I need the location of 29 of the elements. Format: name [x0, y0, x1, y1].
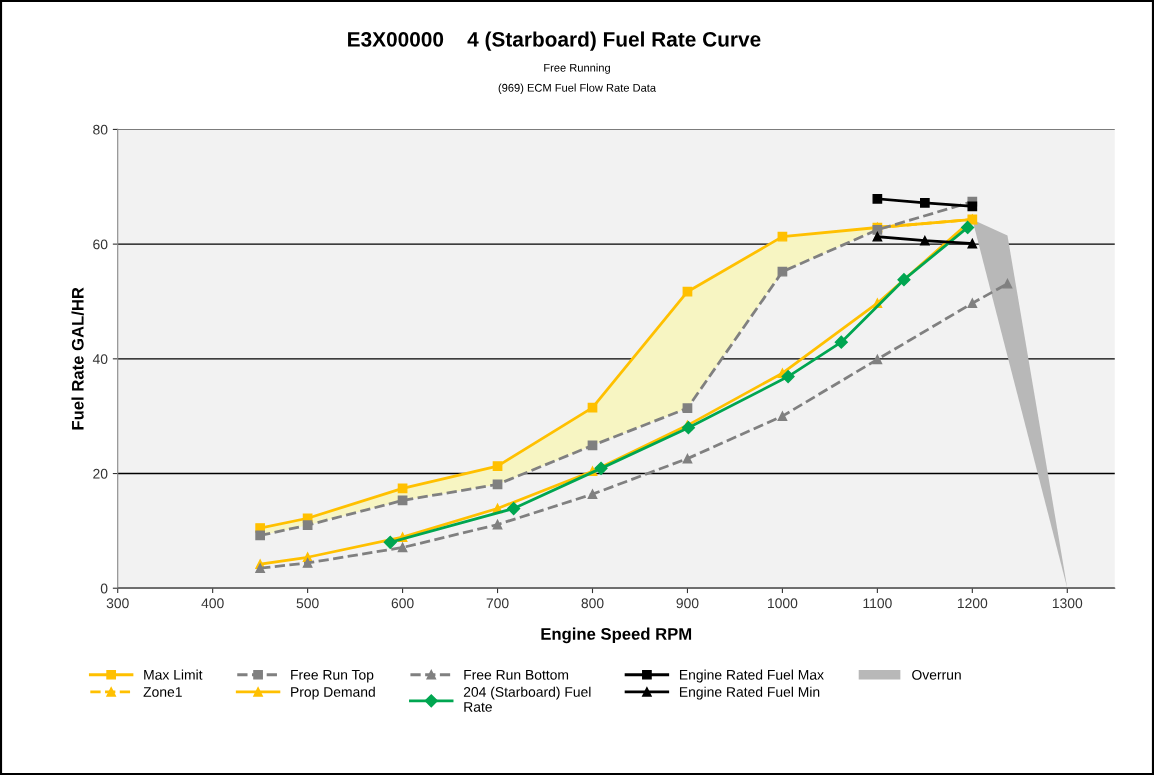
- x-axis-title: Engine Speed RPM: [541, 627, 692, 644]
- legend-label: Overrun: [912, 669, 961, 680]
- legend-label: Zone1: [143, 687, 182, 697]
- chart-title: E3X00000 4 (Starboard) Fuel Rate Curve: [348, 31, 761, 51]
- y-tick-label: 80: [93, 124, 108, 135]
- legend-label: 204 (Starboard) Fuel Rate: [463, 686, 591, 712]
- legend-label: Free Run Top: [291, 670, 374, 683]
- x-tick-label: 500: [296, 598, 319, 609]
- legend-label: Engine Rated Fuel Min: [679, 686, 820, 700]
- x-tick-label: 700: [486, 598, 509, 609]
- legend-label: Free Run Bottom: [464, 670, 569, 680]
- x-tick-label: 400: [201, 598, 224, 609]
- y-tick-label: 20: [93, 468, 108, 479]
- y-tick-label: 40: [92, 354, 108, 364]
- legend-label: Engine Rated Fuel Max: [679, 669, 824, 683]
- y-tick-label: 0: [100, 583, 108, 594]
- x-tick-label: 900: [676, 598, 699, 609]
- x-tick-label: 800: [581, 598, 604, 609]
- x-tick-label: 1300: [1052, 598, 1083, 609]
- chart-subtitle: Free Running (969) ECM Fuel Flow Rate Data: [498, 63, 657, 94]
- x-tick-label: 1200: [957, 598, 988, 609]
- x-tick-label: 1100: [863, 598, 892, 609]
- y-tick-label: 60: [93, 239, 108, 250]
- legend-label: Max Limit: [144, 669, 203, 680]
- x-tick-label: 1000: [768, 598, 798, 609]
- x-tick-label: 300: [106, 598, 129, 609]
- y-axis-title: Fuel Rate GAL/HR: [71, 287, 84, 430]
- legend-label: Prop Demand: [291, 686, 375, 700]
- x-tick-label: 600: [391, 598, 414, 609]
